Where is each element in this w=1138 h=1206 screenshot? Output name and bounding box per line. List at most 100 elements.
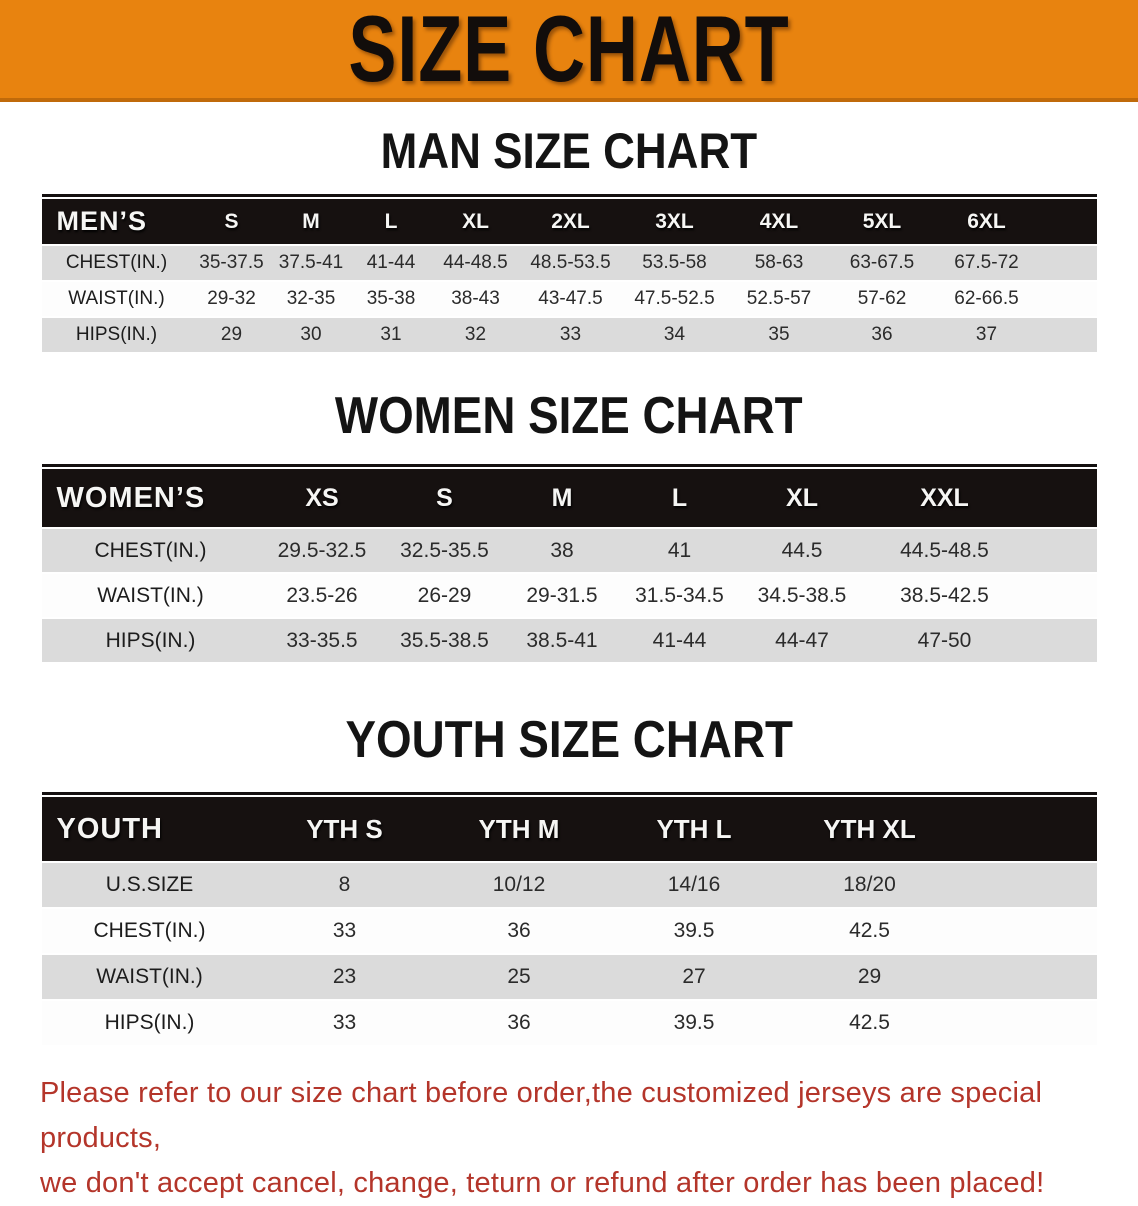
disclaimer-text: Please refer to our size chart before or…	[40, 1071, 1100, 1206]
table-row: CHEST(IN.) 33 36 39.5 42.5	[41, 909, 1097, 953]
data-cell: 42.5	[781, 909, 958, 953]
banner-title: SIZE CHART	[348, 0, 790, 101]
data-cell: 30	[271, 318, 351, 352]
header-cell: XS	[259, 469, 385, 527]
data-cell: 32-35	[271, 282, 351, 316]
row-label-cell: WAIST(IN.)	[41, 282, 192, 316]
filler-cell	[957, 909, 1097, 953]
data-cell: 31	[350, 318, 432, 352]
data-cell: 23.5-26	[259, 574, 385, 617]
youth-table-title-cell: YOUTH	[41, 797, 258, 861]
women-section-heading: WOMEN SIZE CHART	[0, 390, 1138, 442]
youth-section-heading: YOUTH SIZE CHART	[0, 714, 1138, 766]
disclaimer-line-1: Please refer to our size chart before or…	[40, 1077, 1043, 1154]
header-cell: YTH M	[431, 797, 607, 861]
header-cell: YTH L	[606, 797, 782, 861]
data-cell: 33	[519, 318, 622, 352]
youth-header-row: YOUTH YTH S YTH M YTH L YTH XL	[41, 797, 1097, 861]
data-cell: 38-43	[431, 282, 520, 316]
filler-cell	[957, 955, 1097, 999]
header-cell: 2XL	[519, 199, 622, 244]
women-table-title-cell: WOMEN’S	[41, 469, 260, 527]
data-cell: 36	[431, 909, 607, 953]
data-cell: 29	[781, 955, 958, 999]
men-size-table: MEN’S S M L XL 2XL 3XL 4XL 5XL 6XL CHEST…	[41, 194, 1097, 354]
data-cell: 43-47.5	[519, 282, 622, 316]
table-row: WAIST(IN.) 23 25 27 29	[41, 955, 1097, 999]
row-label-cell: CHEST(IN.)	[41, 909, 258, 953]
table-row: WAIST(IN.) 29-32 32-35 35-38 38-43 43-47…	[41, 282, 1097, 316]
data-cell: 33	[257, 909, 432, 953]
filler-cell	[1024, 574, 1097, 617]
header-cell: S	[384, 469, 505, 527]
data-cell: 41-44	[619, 619, 740, 662]
data-cell: 18/20	[781, 863, 958, 907]
data-cell: 35-38	[350, 282, 432, 316]
data-cell: 33	[257, 1001, 432, 1045]
filler-cell	[957, 863, 1097, 907]
men-table-title-cell: MEN’S	[41, 199, 192, 244]
filler-cell	[1039, 318, 1097, 352]
data-cell: 8	[257, 863, 432, 907]
data-cell: 35.5-38.5	[384, 619, 505, 662]
data-cell: 29	[191, 318, 272, 352]
row-label-cell: WAIST(IN.)	[41, 574, 260, 617]
data-cell: 29.5-32.5	[259, 529, 385, 572]
data-cell: 44-47	[739, 619, 865, 662]
header-cell: XL	[431, 199, 520, 244]
data-cell: 36	[830, 318, 934, 352]
table-row: CHEST(IN.) 35-37.5 37.5-41 41-44 44-48.5…	[41, 246, 1097, 280]
data-cell: 57-62	[830, 282, 934, 316]
data-cell: 32	[431, 318, 520, 352]
youth-section-heading-text: YOUTH SIZE CHART	[345, 711, 793, 769]
header-cell: M	[504, 469, 620, 527]
row-label-cell: CHEST(IN.)	[41, 246, 192, 280]
data-cell: 41	[619, 529, 740, 572]
header-cell: L	[619, 469, 740, 527]
filler-cell	[957, 1001, 1097, 1045]
men-header-row: MEN’S S M L XL 2XL 3XL 4XL 5XL 6XL	[41, 199, 1097, 244]
header-cell: YTH XL	[781, 797, 958, 861]
data-cell: 38.5-41	[504, 619, 620, 662]
data-cell: 42.5	[781, 1001, 958, 1045]
data-cell: 62-66.5	[933, 282, 1040, 316]
data-cell: 26-29	[384, 574, 505, 617]
table-row: U.S.SIZE 8 10/12 14/16 18/20	[41, 863, 1097, 907]
table-row: WAIST(IN.) 23.5-26 26-29 29-31.5 31.5-34…	[41, 574, 1097, 617]
youth-size-table: YOUTH YTH S YTH M YTH L YTH XL U.S.SIZE …	[41, 792, 1097, 1047]
data-cell: 37.5-41	[271, 246, 351, 280]
data-cell: 38.5-42.5	[864, 574, 1025, 617]
women-section-heading-text: WOMEN SIZE CHART	[335, 387, 803, 445]
data-cell: 47.5-52.5	[621, 282, 728, 316]
data-cell: 33-35.5	[259, 619, 385, 662]
size-chart-banner: SIZE CHART	[0, 0, 1138, 102]
data-cell: 44.5	[739, 529, 865, 572]
data-cell: 39.5	[606, 909, 782, 953]
row-label-cell: U.S.SIZE	[41, 863, 258, 907]
disclaimer-line-2: we don't accept cancel, change, teturn o…	[40, 1166, 1045, 1199]
table-row: CHEST(IN.) 29.5-32.5 32.5-35.5 38 41 44.…	[41, 529, 1097, 572]
row-label-cell: CHEST(IN.)	[41, 529, 260, 572]
table-row: HIPS(IN.) 33 36 39.5 42.5	[41, 1001, 1097, 1045]
data-cell: 39.5	[606, 1001, 782, 1045]
data-cell: 29-31.5	[504, 574, 620, 617]
data-cell: 31.5-34.5	[619, 574, 740, 617]
header-cell: S	[191, 199, 272, 244]
data-cell: 29-32	[191, 282, 272, 316]
data-cell: 67.5-72	[933, 246, 1040, 280]
header-cell: M	[271, 199, 351, 244]
data-cell: 63-67.5	[830, 246, 934, 280]
row-label-cell: HIPS(IN.)	[41, 1001, 258, 1045]
data-cell: 27	[606, 955, 782, 999]
data-cell: 35	[727, 318, 831, 352]
data-cell: 23	[257, 955, 432, 999]
data-cell: 36	[431, 1001, 607, 1045]
header-cell: XXL	[864, 469, 1025, 527]
data-cell: 44-48.5	[431, 246, 520, 280]
filler-cell	[1039, 199, 1097, 244]
header-cell: L	[350, 199, 432, 244]
data-cell: 34.5-38.5	[739, 574, 865, 617]
row-label-cell: HIPS(IN.)	[41, 318, 192, 352]
data-cell: 25	[431, 955, 607, 999]
data-cell: 41-44	[350, 246, 432, 280]
